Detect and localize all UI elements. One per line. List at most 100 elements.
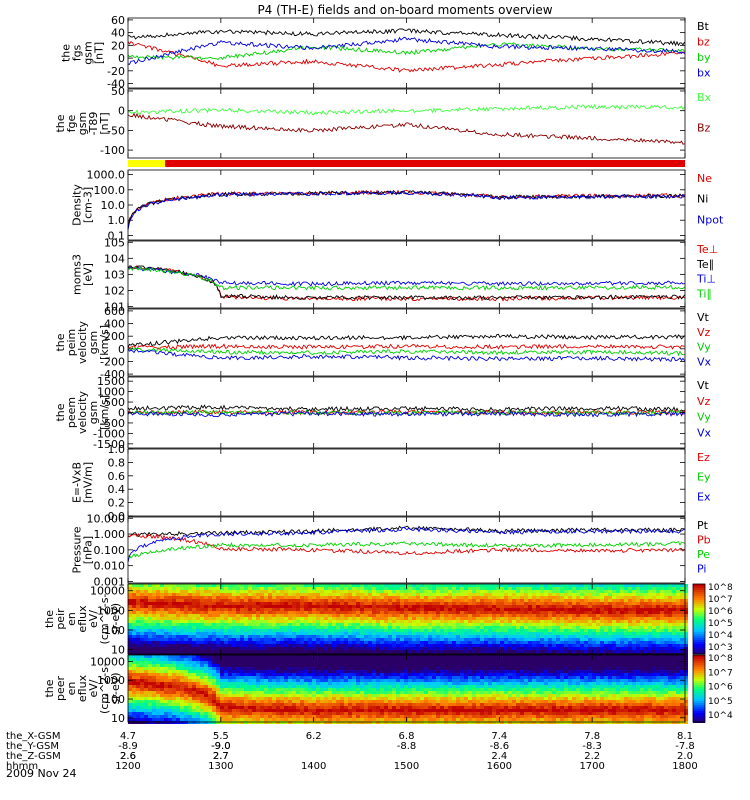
- heat-cell: [320, 602, 324, 605]
- heat-cell: [132, 587, 136, 590]
- heat-cell: [396, 620, 400, 623]
- heat-cell: [548, 611, 552, 614]
- heat-cell: [540, 638, 544, 641]
- heat-cell: [348, 623, 352, 626]
- heat-cell: [408, 653, 412, 656]
- heat-cell: [136, 617, 140, 620]
- heat-cell: [164, 638, 168, 641]
- heat-cell: [164, 715, 168, 718]
- heat-cell: [656, 605, 660, 608]
- heat-cell: [604, 590, 608, 593]
- heat-cell: [284, 709, 288, 712]
- heat-cell: [564, 614, 568, 617]
- ylabel-line: (cm^2-s-: [98, 594, 111, 645]
- heat-cell: [352, 587, 356, 590]
- heat-cell: [232, 712, 236, 715]
- heat-cell: [204, 673, 208, 676]
- heat-cell: [552, 611, 556, 614]
- heat-cell: [232, 676, 236, 679]
- heat-cell: [228, 632, 232, 635]
- ylabel: thefgegsm-T89[nT]: [54, 112, 111, 136]
- heat-cell: [644, 653, 648, 656]
- heat-cell: [356, 587, 360, 590]
- heat-cell: [392, 635, 396, 638]
- heat-cell: [676, 641, 680, 644]
- heat-cell: [140, 667, 144, 670]
- heat-cell: [316, 584, 320, 587]
- heat-cell: [192, 641, 196, 644]
- heat-cell: [272, 712, 276, 715]
- heat-cell: [316, 620, 320, 623]
- heat-cell: [240, 703, 244, 706]
- heat-cell: [128, 626, 132, 629]
- heat-cell: [536, 644, 540, 647]
- heat-cell: [624, 632, 628, 635]
- ylabel-line: Density: [71, 184, 84, 226]
- heat-cell: [560, 632, 564, 635]
- heat-cell: [188, 599, 192, 602]
- heat-cell: [328, 715, 332, 718]
- heat-cell: [304, 673, 308, 676]
- heat-cell: [240, 682, 244, 685]
- heat-cell: [288, 670, 292, 673]
- heat-cell: [260, 599, 264, 602]
- heat-cell: [208, 611, 212, 614]
- heat-cell: [196, 596, 200, 599]
- heat-cell: [244, 703, 248, 706]
- heat-cell: [136, 635, 140, 638]
- heat-cell: [216, 626, 220, 629]
- heat-cell: [672, 584, 676, 587]
- heat-cell: [288, 587, 292, 590]
- heat-cell: [296, 635, 300, 638]
- heat-cell: [304, 614, 308, 617]
- heat-cell: [516, 641, 520, 644]
- heat-cell: [488, 593, 492, 596]
- heat-cell: [168, 605, 172, 608]
- heat-cell: [252, 647, 256, 650]
- heat-cell: [488, 608, 492, 611]
- heat-cell: [412, 599, 416, 602]
- heat-cell: [436, 602, 440, 605]
- heat-cell: [576, 647, 580, 650]
- heat-cell: [548, 647, 552, 650]
- heat-cell: [480, 632, 484, 635]
- heat-cell: [168, 599, 172, 602]
- heat-cell: [244, 667, 248, 670]
- heat-cell: [328, 661, 332, 664]
- heat-cell: [424, 599, 428, 602]
- legend-label: Ex: [697, 490, 711, 503]
- heat-cell: [156, 608, 160, 611]
- heat-cell: [424, 632, 428, 635]
- heat-cell: [624, 644, 628, 647]
- ylabel-line: gsm: [76, 112, 89, 135]
- heat-cell: [192, 715, 196, 718]
- heat-cell: [136, 653, 140, 656]
- heat-cell: [416, 596, 420, 599]
- heat-cell: [492, 617, 496, 620]
- heat-cell: [676, 626, 680, 629]
- heat-cell: [296, 590, 300, 593]
- heat-cell: [568, 647, 572, 650]
- ytick-label: -20: [107, 65, 125, 78]
- heat-cell: [144, 712, 148, 715]
- heat-cell: [524, 626, 528, 629]
- heat-cell: [288, 697, 292, 700]
- heat-cell: [272, 655, 276, 658]
- heat-cell: [304, 703, 308, 706]
- heat-cell: [304, 715, 308, 718]
- heat-cell: [368, 614, 372, 617]
- heat-cell: [260, 709, 264, 712]
- heat-cell: [320, 635, 324, 638]
- heat-cell: [444, 629, 448, 632]
- heat-cell: [504, 620, 508, 623]
- heat-cell: [448, 596, 452, 599]
- heat-cell: [288, 599, 292, 602]
- legend-label: Vz: [697, 395, 711, 408]
- heat-cell: [428, 641, 432, 644]
- heat-cell: [284, 655, 288, 658]
- heat-cell: [328, 685, 332, 688]
- heat-cell: [484, 590, 488, 593]
- heat-cell: [220, 638, 224, 641]
- heat-cell: [672, 602, 676, 605]
- heat-cell: [268, 605, 272, 608]
